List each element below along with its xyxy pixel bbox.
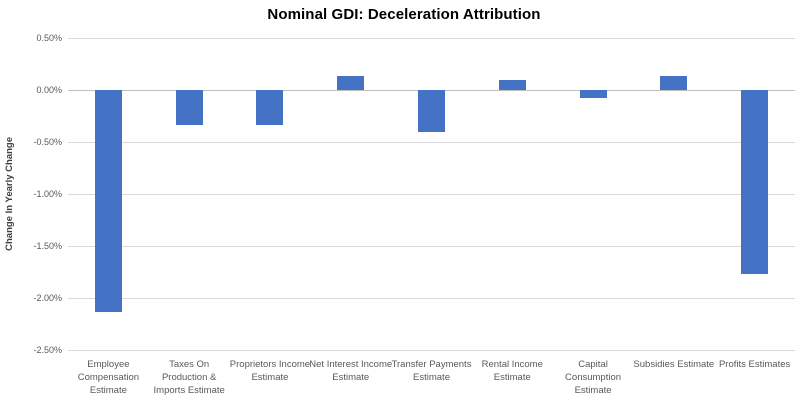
- x-axis-category-labels: Employee Compensation Estimate Taxes On P…: [68, 358, 795, 402]
- gridline: [68, 245, 795, 247]
- chart-title: Nominal GDI: Deceleration Attribution: [267, 6, 541, 23]
- bar-transfer-payments-estimate: [418, 90, 445, 132]
- plot-area: [68, 37, 795, 351]
- y-axis-tick-labels: 0.50% 0.00% -0.50% -1.00% -1.50% -2.00% -2.50%: [0, 33, 62, 355]
- x-category-label: Employee Compensation Estimate: [77, 359, 140, 396]
- x-category-label: Subsidies Estimate: [633, 359, 715, 370]
- gridline: [68, 297, 795, 299]
- y-tick-label: 0.50%: [36, 33, 62, 43]
- x-category-label: Net Interest Income Estimate: [309, 359, 393, 383]
- gridline: [68, 37, 795, 39]
- bar-proprietors-income-estimate: [256, 90, 284, 126]
- y-tick-label: -1.50%: [33, 241, 62, 251]
- bar-capital-consumption-estimate: [579, 90, 607, 99]
- x-category-label: Taxes On Production & Imports Estimate: [153, 359, 225, 396]
- y-tick-label: -2.00%: [33, 293, 62, 303]
- bar-net-interest-income-estimate: [337, 76, 365, 90]
- bar-profits-estimates: [741, 90, 769, 275]
- x-category-label: Rental Income Estimate: [481, 359, 543, 383]
- y-tick-label: -1.00%: [33, 189, 62, 199]
- bar-subsidies-estimate: [660, 76, 688, 90]
- x-category-label: Transfer Payments Estimate: [391, 359, 472, 383]
- bar-rental-income-estimate: [498, 79, 526, 90]
- x-category-label: Proprietors Income Estimate: [229, 359, 311, 383]
- gridline: [68, 193, 795, 195]
- bar-taxes-on-production-imports-estimate: [175, 90, 203, 126]
- gridline: [68, 349, 795, 351]
- y-tick-label: -2.50%: [33, 345, 62, 355]
- bar-employee-compensation-estimate: [94, 90, 122, 312]
- x-category-label: Capital Consumption Estimate: [565, 359, 622, 396]
- y-tick-label: 0.00%: [36, 85, 62, 95]
- gridline: [68, 141, 795, 143]
- y-tick-label: -0.50%: [33, 137, 62, 147]
- x-category-label: Profits Estimates: [718, 359, 791, 370]
